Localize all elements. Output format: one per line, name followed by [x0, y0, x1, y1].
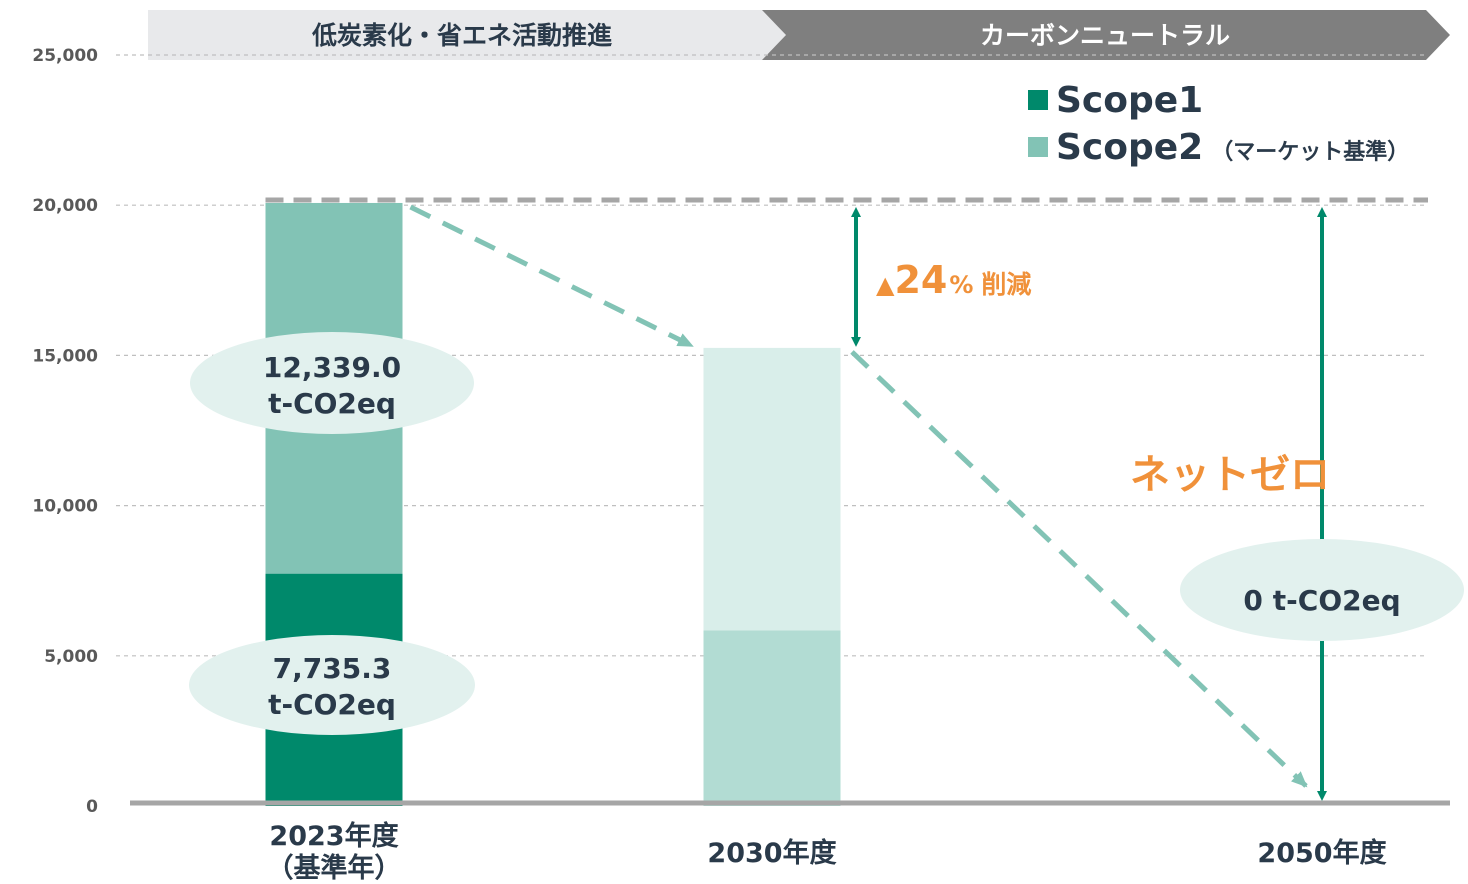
- x-tick-label: 2030年度: [707, 837, 836, 869]
- phase-banner-1-label: 低炭素化・省エネ活動推進: [311, 21, 612, 50]
- y-tick-label: 10,000: [32, 497, 98, 517]
- y-tick-label: 25,000: [32, 46, 98, 66]
- x-tick-label: 2050年度: [1257, 837, 1386, 869]
- legend-label-scope2: Scope2 （マーケット基準）: [1056, 127, 1409, 168]
- bubble-scope1: 7,735.3 t-CO2eq: [189, 635, 475, 735]
- phase-banner-1: 低炭素化・省エネ活動推進: [148, 10, 786, 60]
- net-zero-label: ネットゼロ: [1130, 452, 1330, 498]
- y-tick-label: 20,000: [32, 196, 98, 216]
- bubble-zero-text: 0 t-CO2eq: [1243, 584, 1400, 617]
- legend-swatch-scope2: [1028, 137, 1048, 157]
- bubble-scope1-unit: t-CO2eq: [268, 688, 396, 721]
- phase-banner-2: カーボンニュートラル: [762, 10, 1450, 60]
- reduction-label: ▲24% 削減: [876, 258, 1031, 302]
- y-tick-label: 15,000: [32, 346, 98, 366]
- bubble-zero: 0 t-CO2eq: [1180, 539, 1464, 641]
- bubble-scope2-shape: [190, 332, 474, 434]
- legend-swatch-scope1: [1028, 90, 1048, 110]
- phase-banner-2-label: カーボンニュートラル: [980, 21, 1230, 50]
- bubble-scope2-unit: t-CO2eq: [268, 387, 396, 420]
- x-tick-label: 2023年度（基準年）: [267, 820, 402, 884]
- bubble-scope2-value: 12,339.0: [263, 351, 401, 384]
- net-zero-label-backdrop: [1140, 448, 1320, 502]
- trend-arrow-2023-2030: [409, 204, 694, 349]
- y-axis: 0 5,000 10,000 15,000 20,000 25,000: [32, 46, 98, 817]
- bubble-scope1-shape: [189, 635, 475, 735]
- y-tick-label: 5,000: [44, 647, 98, 667]
- bar-scope1: [703, 630, 841, 806]
- y-tick-label: 0: [86, 797, 98, 817]
- bubble-zero-shape: [1180, 539, 1464, 641]
- legend-label-scope1: Scope1: [1056, 80, 1203, 121]
- bubble-scope2: 12,339.0 t-CO2eq: [190, 332, 474, 434]
- bubble-scope1-value: 7,735.3: [273, 652, 392, 685]
- bar-scope2: [703, 347, 841, 631]
- legend: Scope1 Scope2 （マーケット基準）: [1028, 80, 1409, 168]
- x-axis: 2023年度（基準年） 2030年度 2050年度: [267, 820, 1387, 884]
- trend-arrow-2030-2050: [850, 350, 1308, 788]
